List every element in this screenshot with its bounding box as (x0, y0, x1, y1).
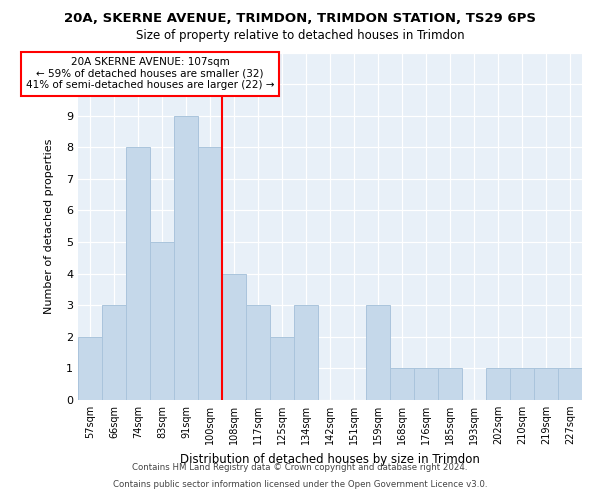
Bar (102, 305, 126, 400)
Bar (78, 337, 102, 400)
Text: Contains HM Land Registry data © Crown copyright and database right 2024.: Contains HM Land Registry data © Crown c… (132, 464, 468, 472)
Bar (390, 368, 414, 400)
Bar (222, 274, 246, 400)
Text: Contains public sector information licensed under the Open Government Licence v3: Contains public sector information licen… (113, 480, 487, 489)
Bar (294, 305, 318, 400)
Bar (534, 368, 558, 400)
Bar (558, 368, 582, 400)
Bar (174, 116, 198, 400)
Bar (486, 368, 510, 400)
Y-axis label: Number of detached properties: Number of detached properties (44, 138, 53, 314)
Bar (150, 242, 174, 400)
Text: 20A SKERNE AVENUE: 107sqm
← 59% of detached houses are smaller (32)
41% of semi-: 20A SKERNE AVENUE: 107sqm ← 59% of detac… (26, 57, 274, 90)
Bar (510, 368, 534, 400)
Bar (198, 148, 222, 400)
Bar (246, 305, 270, 400)
Bar (126, 148, 150, 400)
Text: 20A, SKERNE AVENUE, TRIMDON, TRIMDON STATION, TS29 6PS: 20A, SKERNE AVENUE, TRIMDON, TRIMDON STA… (64, 12, 536, 26)
Bar (438, 368, 462, 400)
Bar (366, 305, 390, 400)
Bar (270, 337, 294, 400)
Text: Size of property relative to detached houses in Trimdon: Size of property relative to detached ho… (136, 29, 464, 42)
X-axis label: Distribution of detached houses by size in Trimdon: Distribution of detached houses by size … (180, 452, 480, 466)
Bar (414, 368, 438, 400)
